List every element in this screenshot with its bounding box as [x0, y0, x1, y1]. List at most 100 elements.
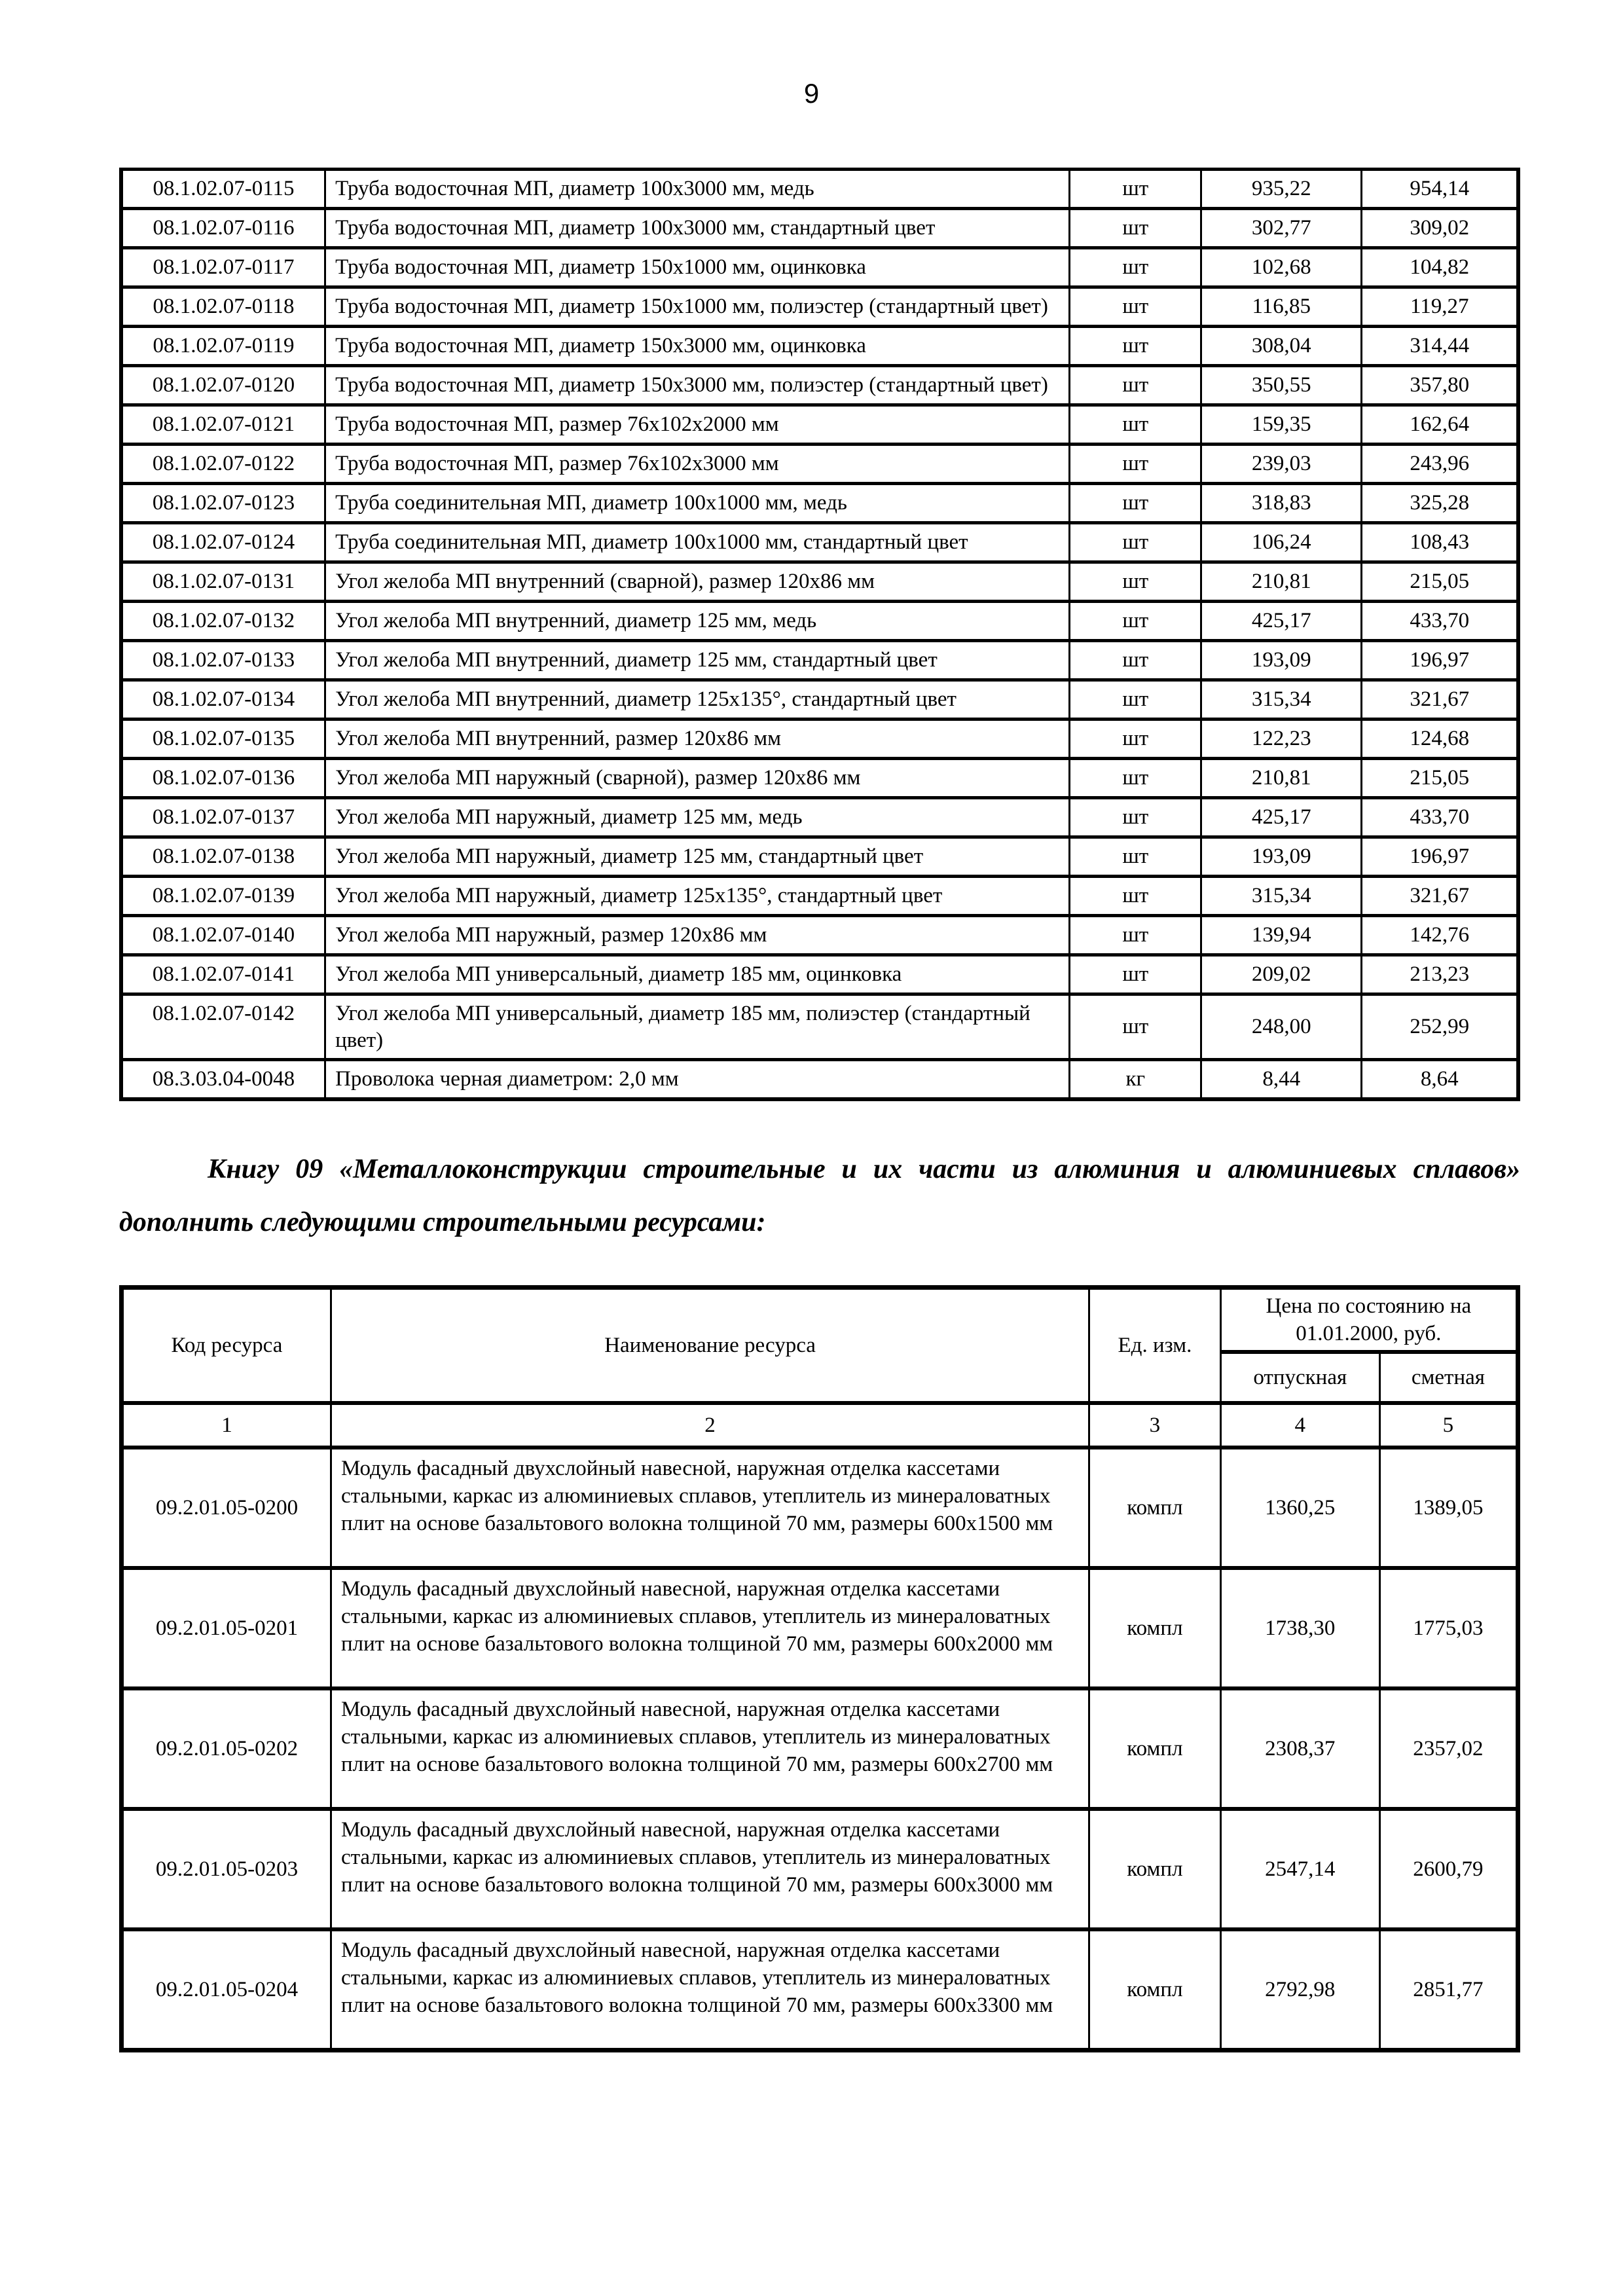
resource-row: 08.1.02.07-0123 Труба соединительная МП,…: [120, 482, 1520, 524]
resource-description: Труба водосточная МП, диаметр 150х3000 м…: [324, 325, 1071, 367]
price-otpusknaya: 159,35: [1200, 403, 1363, 446]
resource-description: Труба водосточная МП, размер 76х102х3000…: [324, 443, 1071, 485]
price-otpusknaya: 106,24: [1200, 521, 1363, 564]
resource-description: Труба водосточная МП, диаметр 150х1000 м…: [324, 285, 1071, 328]
header-code: Код ресурса: [120, 1285, 332, 1406]
price-otpusknaya: 1738,30: [1219, 1566, 1381, 1691]
price-smetnaya: 321,67: [1360, 678, 1520, 721]
price-smetnaya: 243,96: [1360, 443, 1520, 485]
resource-code: 08.1.02.07-0120: [120, 364, 327, 407]
price-otpusknaya: 8,44: [1200, 1058, 1363, 1101]
price-smetnaya: 142,76: [1360, 914, 1520, 957]
price-otpusknaya: 308,04: [1200, 325, 1363, 367]
resource-code: 08.1.02.07-0142: [120, 993, 327, 1061]
resource-description: Угол желоба МП наружный, диаметр 125 мм,…: [324, 796, 1071, 839]
price-smetnaya: 2851,77: [1378, 1927, 1520, 2052]
resource-row: 08.1.02.07-0133 Угол желоба МП внутренни…: [120, 639, 1520, 682]
resource-unit: шт: [1068, 875, 1203, 917]
resource-unit: шт: [1068, 993, 1203, 1061]
resource-description: Модуль фасадный двухслойный навесной, на…: [329, 1686, 1091, 1812]
price-otpusknaya: 122,23: [1200, 718, 1363, 760]
resource-description: Угол желоба МП наружный, диаметр 125х135…: [324, 875, 1071, 917]
resource-unit: шт: [1068, 482, 1203, 524]
header-price-otpusknaya: отпускная: [1219, 1350, 1381, 1406]
resource-description: Угол желоба МП наружный (сварной), разме…: [324, 757, 1071, 799]
price-otpusknaya: 1360,25: [1219, 1446, 1381, 1571]
price-smetnaya: 8,64: [1360, 1058, 1520, 1101]
resource-unit: шт: [1068, 285, 1203, 328]
price-smetnaya: 252,99: [1360, 993, 1520, 1061]
resource-code: 09.2.01.05-0204: [120, 1927, 332, 2052]
price-smetnaya: 119,27: [1360, 285, 1520, 328]
resource-description: Труба водосточная МП, диаметр 150х3000 м…: [324, 364, 1071, 407]
header-row-main: Код ресурса Наименование ресурса Ед. изм…: [120, 1285, 1520, 1406]
resource-code: 08.1.02.07-0132: [120, 600, 327, 642]
price-otpusknaya: 425,17: [1200, 600, 1363, 642]
price-smetnaya: 124,68: [1360, 718, 1520, 760]
resource-row: 08.1.02.07-0142 Угол желоба МП универсал…: [120, 993, 1520, 1061]
resource-unit: шт: [1068, 403, 1203, 446]
resource-code: 08.1.02.07-0123: [120, 482, 327, 524]
price-otpusknaya: 210,81: [1200, 560, 1363, 603]
header-row-sub: отпускная сметная: [122, 1350, 1520, 1406]
resource-code: 08.1.02.07-0135: [120, 718, 327, 760]
resource-description: Проволока черная диаметром: 2,0 мм: [324, 1058, 1071, 1101]
resource-row: 08.1.02.07-0140 Угол желоба МП наружный,…: [120, 914, 1520, 957]
resource-unit: компл: [1088, 1446, 1222, 1571]
resource-description: Труба водосточная МП, размер 76х102х2000…: [324, 403, 1071, 446]
resource-unit: шт: [1068, 757, 1203, 799]
price-otpusknaya: 239,03: [1200, 443, 1363, 485]
header-row-numbers: 1 2 3 4 5: [120, 1401, 1520, 1450]
price-smetnaya: 321,67: [1360, 875, 1520, 917]
price-smetnaya: 108,43: [1360, 521, 1520, 564]
price-smetnaya: 215,05: [1360, 757, 1520, 799]
resource-row: 08.1.02.07-0132 Угол желоба МП внутренни…: [120, 600, 1520, 642]
resource-row: 08.1.02.07-0121 Труба водосточная МП, ра…: [120, 403, 1520, 446]
price-smetnaya: 433,70: [1360, 796, 1520, 839]
resource-code: 08.1.02.07-0133: [120, 639, 327, 682]
resource-unit: шт: [1068, 835, 1203, 878]
resource-description: Угол желоба МП универсальный, диаметр 18…: [324, 993, 1071, 1061]
resource-unit: шт: [1068, 168, 1203, 210]
resource-description: Труба водосточная МП, диаметр 100х3000 м…: [324, 207, 1071, 249]
header-price-smetnaya: сметная: [1378, 1350, 1520, 1406]
resource-code: 08.1.02.07-0134: [120, 678, 327, 721]
resource-unit: компл: [1088, 1927, 1222, 2052]
resource-code: 09.2.01.05-0201: [120, 1566, 332, 1691]
price-otpusknaya: 193,09: [1200, 835, 1363, 878]
resource-code: 08.1.02.07-0119: [120, 325, 327, 367]
resource-code: 09.2.01.05-0203: [120, 1807, 332, 1932]
resource-row: 08.1.02.07-0137 Угол желоба МП наружный,…: [120, 796, 1520, 839]
resource-row: 08.1.02.07-0115 Труба водосточная МП, ди…: [120, 168, 1520, 210]
resource-description: Модуль фасадный двухслойный навесной, на…: [329, 1927, 1091, 2052]
resource-code: 08.1.02.07-0124: [120, 521, 327, 564]
resource-code: 08.1.02.07-0121: [120, 403, 327, 446]
page-number: 9: [803, 78, 820, 109]
price-otpusknaya: 209,02: [1200, 953, 1363, 996]
resource-code: 08.1.02.07-0131: [120, 560, 327, 603]
price-otpusknaya: 350,55: [1200, 364, 1363, 407]
price-smetnaya: 215,05: [1360, 560, 1520, 603]
resource-unit: шт: [1068, 678, 1203, 721]
price-otpusknaya: 116,85: [1200, 285, 1363, 328]
price-otpusknaya: 2792,98: [1219, 1927, 1381, 2052]
resource-description: Угол желоба МП внутренний (сварной), раз…: [324, 560, 1071, 603]
resource-unit: шт: [1068, 953, 1203, 996]
resource-row: 08.1.02.07-0139 Угол желоба МП наружный,…: [120, 875, 1520, 917]
resource-code: 08.1.02.07-0141: [120, 953, 327, 996]
book09-note: Книгу 09 «Металлоконструкции строительны…: [119, 1154, 1520, 1238]
resource-row: 08.1.02.07-0116 Труба водосточная МП, ди…: [120, 207, 1520, 249]
resource-code: 08.1.02.07-0137: [120, 796, 327, 839]
price-smetnaya: 213,23: [1360, 953, 1520, 996]
resource-unit: шт: [1068, 364, 1203, 407]
resource-description: Труба соединительная МП, диаметр 100х100…: [324, 521, 1071, 564]
resource-unit: компл: [1088, 1807, 1222, 1932]
price-smetnaya: 954,14: [1360, 168, 1520, 210]
resource-unit: шт: [1068, 443, 1203, 485]
resource-row: 08.1.02.07-0118 Труба водосточная МП, ди…: [120, 285, 1520, 328]
resource-description: Модуль фасадный двухслойный навесной, на…: [329, 1566, 1091, 1691]
resource-description: Угол желоба МП наружный, диаметр 125 мм,…: [324, 835, 1071, 878]
resources-table-book08: 08.1.02.07-0115 Труба водосточная МП, ди…: [119, 168, 1520, 1101]
resource-unit: шт: [1068, 914, 1203, 957]
price-smetnaya: 196,97: [1360, 835, 1520, 878]
